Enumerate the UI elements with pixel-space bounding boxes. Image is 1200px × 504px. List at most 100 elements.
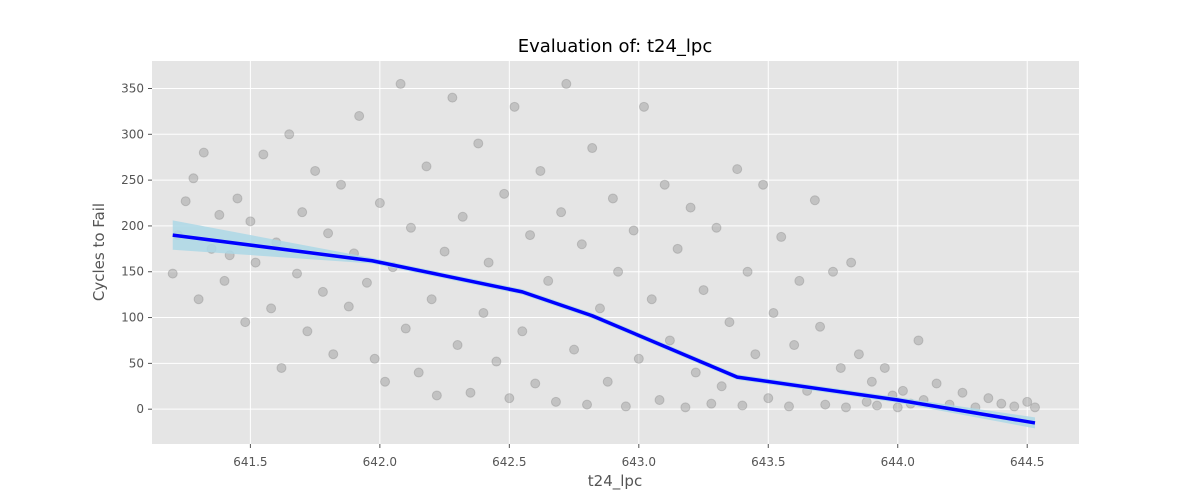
scatter-point <box>452 340 463 351</box>
scatter-point <box>879 362 890 373</box>
fit-line <box>172 233 1036 425</box>
scatter-point <box>794 275 805 286</box>
scatter-point <box>789 340 800 351</box>
scatter-point <box>509 101 520 112</box>
scatter-point <box>742 266 753 277</box>
scatter-point <box>504 393 515 404</box>
scatter-point <box>672 243 683 254</box>
x-tick-label: 644.0 <box>881 455 915 469</box>
scatter-point <box>768 307 779 318</box>
scatter-point <box>628 225 639 236</box>
scatter-point <box>439 246 450 257</box>
scatter-point <box>716 381 727 392</box>
y-tick-label: 300 <box>121 127 144 141</box>
scatter-point <box>310 165 321 176</box>
scatter-point <box>180 196 191 207</box>
scatter-point <box>317 286 328 297</box>
scatter-point <box>284 129 295 140</box>
scatter-point <box>323 228 334 239</box>
scatter-point <box>620 401 631 412</box>
scatter-point <box>380 376 391 387</box>
scatter-point <box>576 239 587 250</box>
scatter-point <box>680 402 691 413</box>
scatter-point <box>276 362 287 373</box>
scatter-point <box>737 400 748 411</box>
scatter-point <box>517 326 528 337</box>
scatter-point <box>535 165 546 176</box>
scatter-point <box>835 362 846 373</box>
y-tick-label: 100 <box>121 311 144 325</box>
grid <box>152 61 1079 444</box>
scatter-point <box>750 349 761 360</box>
scatter-point <box>167 268 178 279</box>
scatter-point <box>193 294 204 305</box>
scatter-point <box>633 353 644 364</box>
x-tick-label: 642.5 <box>492 455 526 469</box>
scatter-point <box>473 138 484 149</box>
scatter-point <box>395 78 406 89</box>
x-tick-label: 644.5 <box>1010 455 1044 469</box>
scatter-point <box>491 356 502 367</box>
scatter-point <box>361 277 372 288</box>
scatter-point <box>550 396 561 407</box>
y-tick-label: 200 <box>121 219 144 233</box>
x-tick-label: 643.5 <box>751 455 785 469</box>
scatter-point <box>685 202 696 213</box>
scatter-point <box>457 211 468 222</box>
y-ticks: 0 50 100 150 200 250 300 350 <box>121 81 152 416</box>
scatter-point <box>654 395 665 406</box>
scatter-point <box>758 179 769 190</box>
scatter-point <box>478 307 489 318</box>
scatter-point <box>846 257 857 268</box>
scatter-point <box>638 101 649 112</box>
scatter-point <box>499 188 510 199</box>
y-tick-label: 50 <box>129 356 144 370</box>
scatter-point <box>292 268 303 279</box>
y-tick-label: 0 <box>136 402 144 416</box>
scatter-point <box>706 398 717 409</box>
scatter-point <box>240 317 251 328</box>
scatter-point <box>431 390 442 401</box>
scatter-point <box>232 193 243 204</box>
scatter-point <box>957 387 968 398</box>
scatter-point <box>776 231 787 242</box>
scatter-point <box>711 222 722 233</box>
scatter-point <box>556 207 567 218</box>
scatter-point <box>421 161 432 172</box>
scatter-point <box>328 349 339 360</box>
scatter-point <box>369 353 380 364</box>
scatter-point <box>690 367 701 378</box>
x-ticks: 641.5 642.0 642.5 643.0 643.5 644.0 644.5 <box>233 444 1044 469</box>
scatter-point <box>543 275 554 286</box>
scatter-point <box>664 335 675 346</box>
scatter-point <box>214 209 225 220</box>
scatter-point <box>815 321 826 332</box>
x-tick-label: 643.0 <box>622 455 656 469</box>
scatter-point <box>400 323 411 334</box>
scatter-point <box>1022 396 1033 407</box>
scatter-point <box>465 387 476 398</box>
scatter-point <box>198 147 209 158</box>
scatter-point <box>602 376 613 387</box>
chart-title: Evaluation of: t24_lpc <box>518 36 712 57</box>
scatter-point <box>1029 402 1040 413</box>
scatter-point <box>913 335 924 346</box>
y-tick-label: 150 <box>121 265 144 279</box>
scatter-point <box>266 303 277 314</box>
scatter-point <box>530 378 541 389</box>
scatter-point <box>343 301 354 312</box>
y-tick-label: 350 <box>121 81 144 95</box>
scatter-point <box>188 173 199 184</box>
x-tick-label: 641.5 <box>233 455 267 469</box>
scatter-point <box>525 230 536 241</box>
fit-line-group <box>172 220 1036 429</box>
scatter-point <box>405 222 416 233</box>
scatter-point <box>413 367 424 378</box>
scatter-point <box>336 179 347 190</box>
scatter-point <box>1009 401 1020 412</box>
scatter-point <box>374 198 385 209</box>
scatter-point <box>828 266 839 277</box>
scatter-point <box>613 266 624 277</box>
scatter-point <box>853 349 864 360</box>
